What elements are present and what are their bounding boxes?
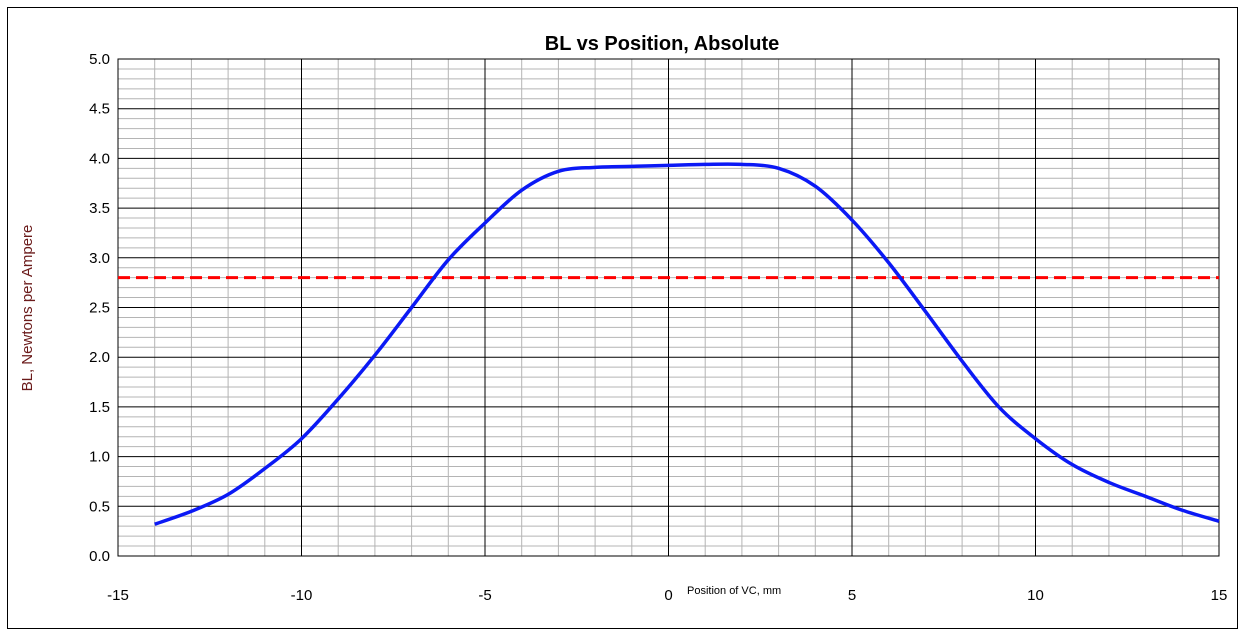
- y-axis-label: BL, Newtons per Ampere: [19, 225, 36, 392]
- bl-curve-series: [154, 162, 1220, 526]
- y-tick-label: 1.0: [89, 449, 110, 466]
- y-tick-label: 3.0: [89, 250, 110, 267]
- y-tick-label: 1.5: [89, 399, 110, 416]
- chart-frame: -15 -10 -5 0 5 10 15 0.0 0.5 1.0 1.5 2.0 2.5 3.0 3.5 4.…: [7, 7, 1238, 629]
- x-tick-label: 15: [1211, 587, 1228, 604]
- chart-title: BL vs Position, Absolute: [545, 33, 779, 55]
- y-tick-label: 4.0: [89, 150, 110, 167]
- y-tick-label: 2.5: [89, 300, 110, 317]
- chart-svg: -15 -10 -5 0 5 10 15 0.0 0.5 1.0 1.5 2.0 2.5 3.0 3.5 4.…: [19, 33, 1227, 604]
- x-tick-label: -15: [107, 587, 129, 604]
- x-tick-label: -10: [291, 587, 313, 604]
- plot-area-border: [117, 58, 1220, 557]
- y-tick-label: 2.0: [89, 349, 110, 366]
- y-tick-label: 4.5: [89, 101, 110, 118]
- major-grid: [117, 58, 1220, 557]
- x-tick-label: 0: [664, 587, 672, 604]
- y-tick-label: 5.0: [89, 51, 110, 68]
- y-tick-label: 0.5: [89, 498, 110, 515]
- x-tick-label: 10: [1027, 587, 1044, 604]
- x-tick-label: 5: [848, 587, 856, 604]
- tick-labels: -15 -10 -5 0 5 10 15 0.0 0.5 1.0 1.5 2.0 2.5 3.0 3.5 4.…: [89, 51, 1227, 604]
- y-tick-label: 0.0: [89, 548, 110, 565]
- x-axis-label: Position of VC, mm: [687, 585, 781, 597]
- plot-lines: [118, 162, 1220, 526]
- y-tick-label: 3.5: [89, 200, 110, 217]
- x-tick-label: -5: [478, 587, 491, 604]
